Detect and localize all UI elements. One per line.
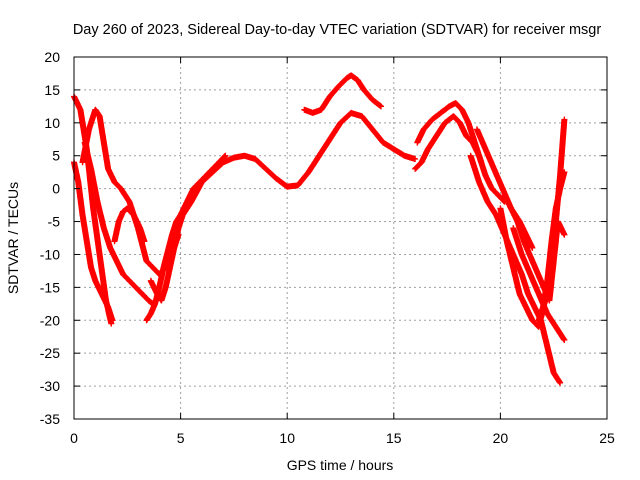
y-tick-label: 10 [44, 115, 60, 131]
plot-frame [73, 56, 608, 420]
series-marks [501, 192, 568, 304]
x-tick-label: 25 [599, 430, 615, 446]
y-tick-label: 15 [44, 82, 60, 98]
x-tick-label: 5 [177, 430, 185, 446]
y-axis-label: SDTVAR / TECUs [5, 182, 21, 294]
y-tick-label: -10 [40, 246, 60, 262]
series-marks [301, 72, 384, 116]
series-marks [111, 205, 148, 245]
x-tick-label: 15 [386, 430, 402, 446]
series-track-1 [71, 93, 115, 327]
y-tick-label: -25 [40, 345, 60, 361]
y-tick-label: -5 [48, 214, 61, 230]
series-marks [147, 109, 419, 304]
series-marks [71, 93, 115, 327]
series-marks [414, 100, 485, 166]
y-tick-label: -20 [40, 312, 60, 328]
series-marks [143, 152, 229, 324]
series-marks [510, 225, 568, 343]
series-track-10 [414, 100, 485, 166]
y-tick-label: 5 [52, 148, 60, 164]
tick-layer: 0 5 10 15 20 25 20 15 10 5 0 -5 -10 -15 -20 -25 -30 -35 [40, 49, 615, 446]
y-tick-label: -15 [40, 279, 60, 295]
chart-title: Day 260 of 2023, Sidereal Day-to-day VTE… [73, 22, 602, 38]
series-track-16 [501, 192, 568, 304]
series-track-15 [510, 225, 568, 343]
data-layer [71, 72, 568, 386]
x-tick-label: 0 [70, 430, 78, 446]
series-track-8 [301, 72, 384, 116]
y-tick-label: 0 [52, 181, 60, 197]
series-track-4 [81, 139, 156, 307]
x-tick-label: 20 [493, 430, 509, 446]
y-tick-label: -35 [40, 411, 60, 427]
x-axis-label: GPS time / hours [287, 457, 394, 473]
y-tick-label: -30 [40, 378, 60, 394]
series-track-6 [143, 152, 229, 324]
series-marks [81, 139, 156, 307]
series-track-5 [111, 205, 148, 245]
series-track-7 [147, 109, 419, 304]
x-tick-label: 10 [279, 430, 295, 446]
y-tick-label: 20 [44, 49, 60, 65]
